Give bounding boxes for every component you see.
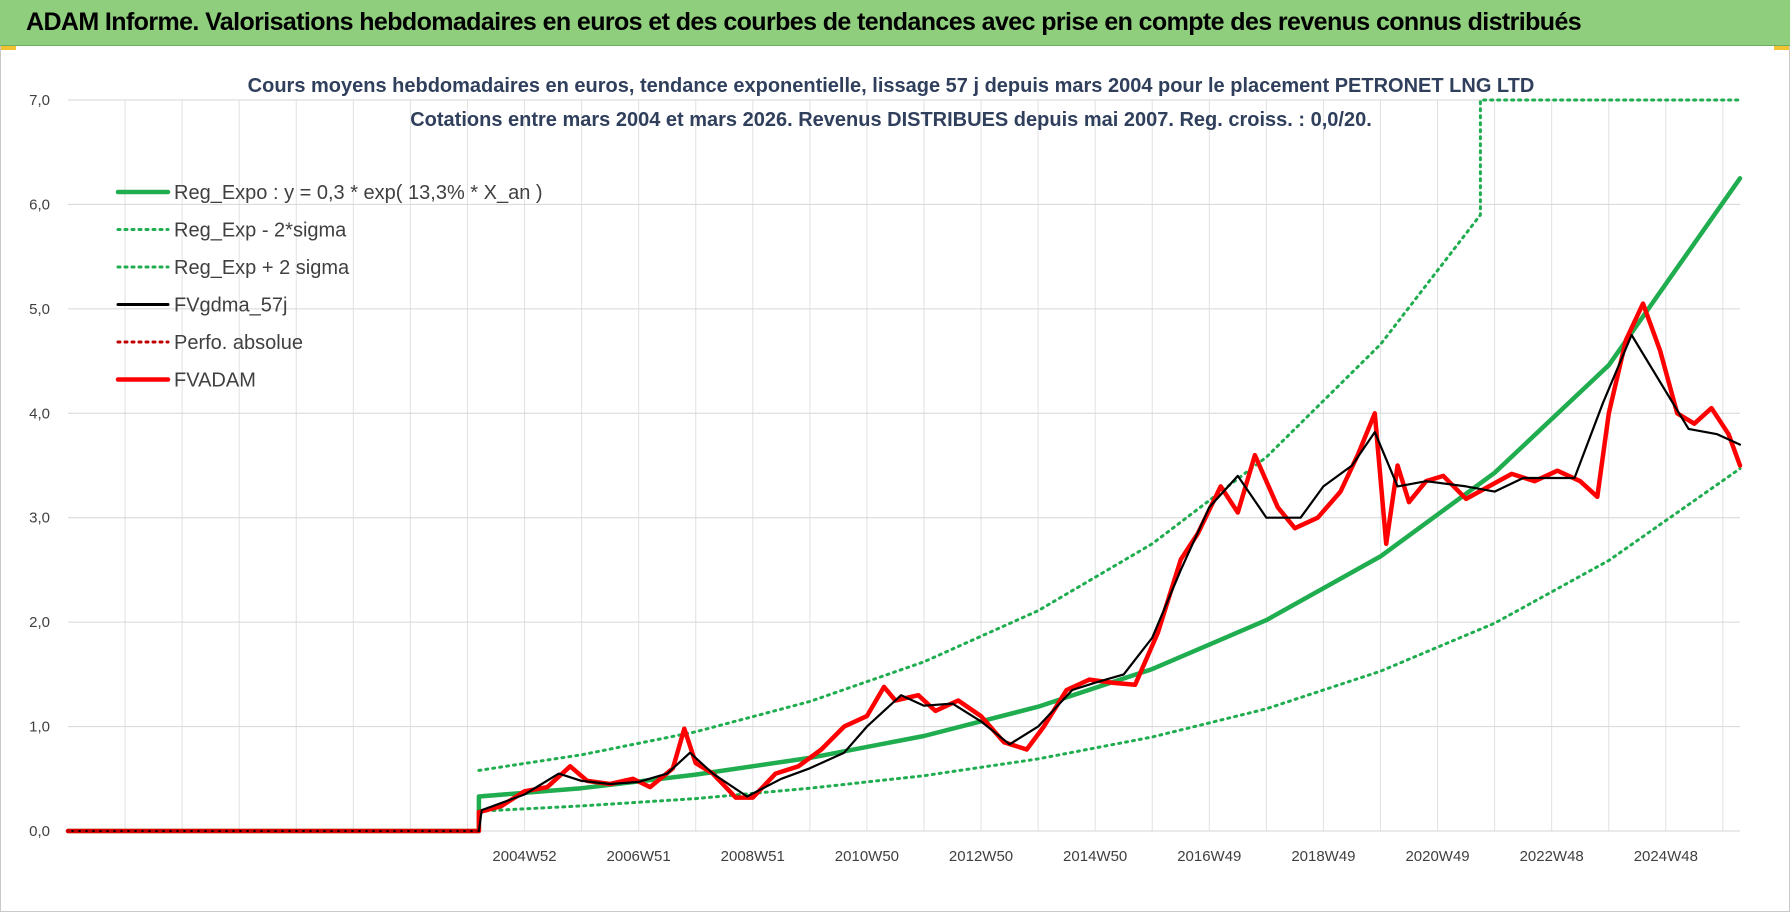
- legend-label: Reg_Expo : y = 0,3 * exp( 13,3% * X_an ): [174, 182, 543, 204]
- series-line: [477, 98, 1742, 772]
- legend-label: Perfo. absolue: [174, 332, 303, 354]
- legend-label: Reg_Exp + 2 sigma: [174, 257, 350, 279]
- x-tick-label: 2004W52: [492, 848, 556, 865]
- y-tick-label: 2,0: [29, 614, 50, 631]
- legend-label: Reg_Exp - 2*sigma: [174, 220, 347, 242]
- grid: [68, 99, 1740, 832]
- corner-mark-top-left: [0, 46, 16, 50]
- series-group: [65, 98, 1743, 834]
- series-line: [477, 467, 1742, 813]
- x-axis: 2004W52 2006W51 2008W51 2010W50 2012W50 2014W…: [492, 848, 1698, 865]
- y-tick-label: 4,0: [29, 405, 50, 422]
- y-tick-label: 7,0: [29, 92, 50, 109]
- y-tick-label: 3,0: [29, 510, 50, 527]
- x-tick-label: 2014W50: [1063, 848, 1127, 865]
- header-banner: ADAM Informe. Valorisations hebdomadaire…: [0, 0, 1790, 46]
- x-tick-label: 2012W50: [949, 848, 1013, 865]
- y-tick-label: 1,0: [29, 719, 50, 736]
- chart-title: Cours moyens hebdomadaires en euros, ten…: [248, 75, 1535, 97]
- legend-label: FVADAM: [174, 370, 256, 392]
- x-tick-label: 2018W49: [1291, 848, 1355, 865]
- legend-label: FVgdma_57j: [174, 295, 287, 317]
- x-tick-label: 2016W49: [1177, 848, 1241, 865]
- x-tick-label: 2022W48: [1520, 848, 1584, 865]
- x-tick-label: 2006W51: [607, 848, 671, 865]
- x-tick-label: 2008W51: [721, 848, 785, 865]
- y-tick-label: 6,0: [29, 196, 50, 213]
- corner-mark-top-right: [1774, 46, 1790, 50]
- y-tick-label: 0,0: [29, 823, 50, 840]
- x-tick-label: 2010W50: [835, 848, 899, 865]
- series-line: [66, 333, 1742, 833]
- y-axis: 0,0 1,0 2,0 3,0 4,0 5,0 6,0 7,0: [29, 92, 50, 840]
- x-tick-label: 2024W48: [1634, 848, 1698, 865]
- x-tick-label: 2020W49: [1405, 848, 1469, 865]
- legend: Reg_Expo : y = 0,3 * exp( 13,3% * X_an )…: [115, 182, 543, 392]
- banner-title: ADAM Informe. Valorisations hebdomadaire…: [26, 8, 1582, 36]
- y-tick-label: 5,0: [29, 301, 50, 318]
- chart-subtitle: Cotations entre mars 2004 et mars 2026. …: [410, 109, 1372, 131]
- series-line: [65, 301, 1743, 834]
